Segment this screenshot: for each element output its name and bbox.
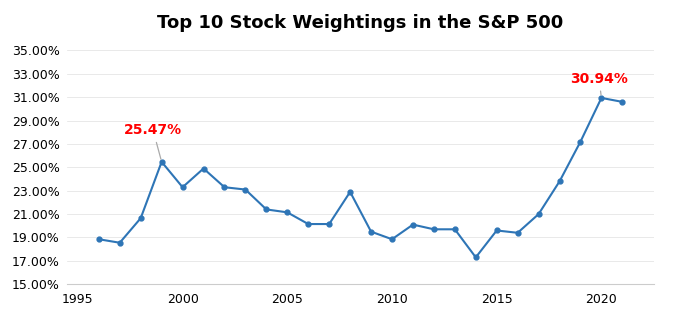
Text: 25.47%: 25.47%	[124, 123, 182, 159]
Title: Top 10 Stock Weightings in the S&P 500: Top 10 Stock Weightings in the S&P 500	[158, 14, 563, 32]
Text: 30.94%: 30.94%	[570, 71, 628, 95]
